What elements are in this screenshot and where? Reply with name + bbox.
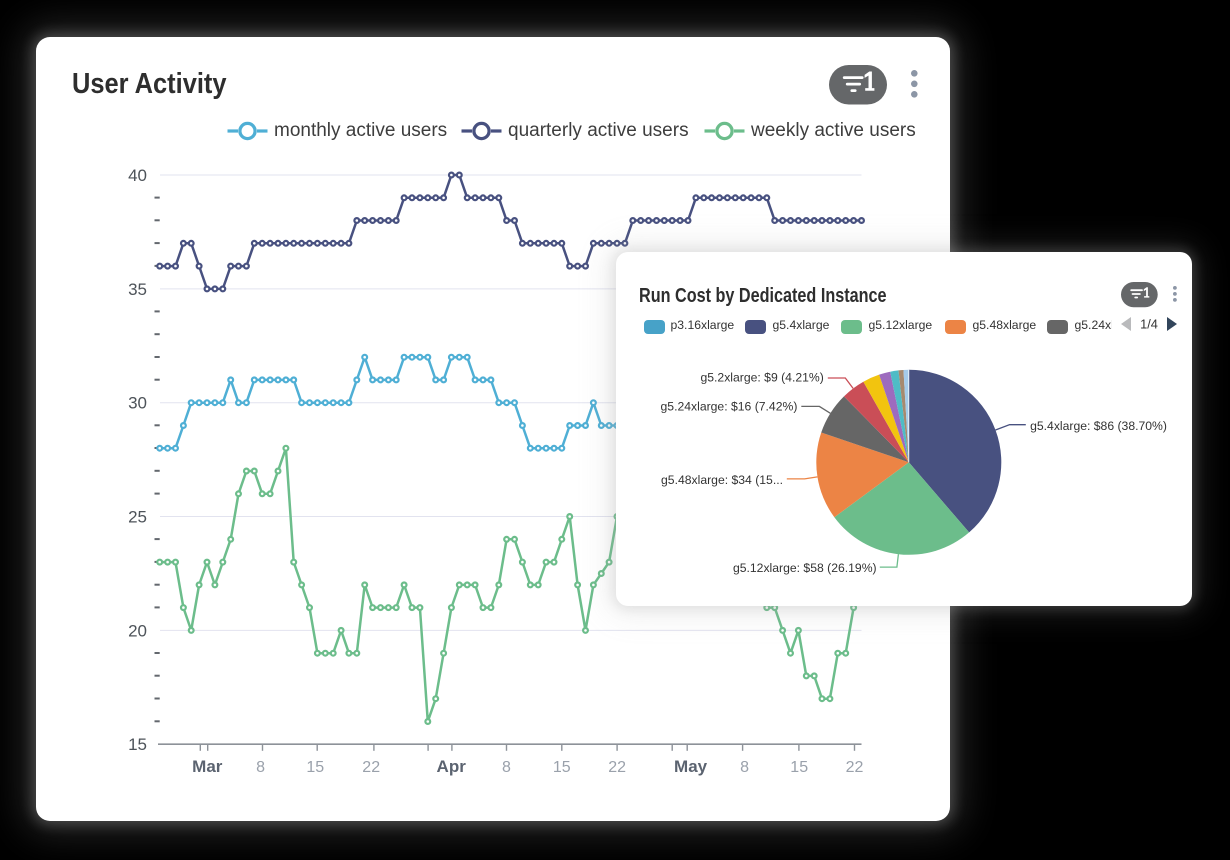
svg-text:15: 15	[790, 759, 808, 776]
svg-text:40: 40	[128, 166, 147, 185]
svg-text:Apr: Apr	[437, 757, 467, 776]
svg-text:g5.24xlarge: $16 (7.42%): g5.24xlarge: $16 (7.42%)	[660, 400, 797, 414]
svg-text:35: 35	[128, 280, 147, 299]
svg-text:15: 15	[306, 759, 324, 776]
svg-text:30: 30	[128, 394, 147, 413]
svg-text:Mar: Mar	[192, 757, 223, 776]
svg-text:8: 8	[256, 759, 265, 776]
svg-text:25: 25	[128, 508, 147, 527]
svg-text:22: 22	[846, 759, 864, 776]
svg-text:15: 15	[553, 759, 571, 776]
svg-text:g5.4xlarge: $86 (38.70%): g5.4xlarge: $86 (38.70%)	[1030, 419, 1167, 433]
svg-text:8: 8	[740, 759, 749, 776]
svg-text:20: 20	[128, 621, 147, 640]
svg-text:22: 22	[362, 759, 380, 776]
svg-text:May: May	[674, 757, 708, 776]
svg-text:g5.48xlarge: $34 (15...: g5.48xlarge: $34 (15...	[661, 473, 783, 487]
svg-text:15: 15	[128, 735, 147, 754]
svg-text:1/4: 1/4	[1140, 317, 1158, 332]
svg-text:22: 22	[608, 759, 626, 776]
svg-text:g5.2xlarge: $9 (4.21%): g5.2xlarge: $9 (4.21%)	[700, 370, 823, 384]
svg-text:8: 8	[502, 759, 511, 776]
svg-text:g5.12xlarge: $58 (26.19%): g5.12xlarge: $58 (26.19%)	[732, 561, 876, 575]
